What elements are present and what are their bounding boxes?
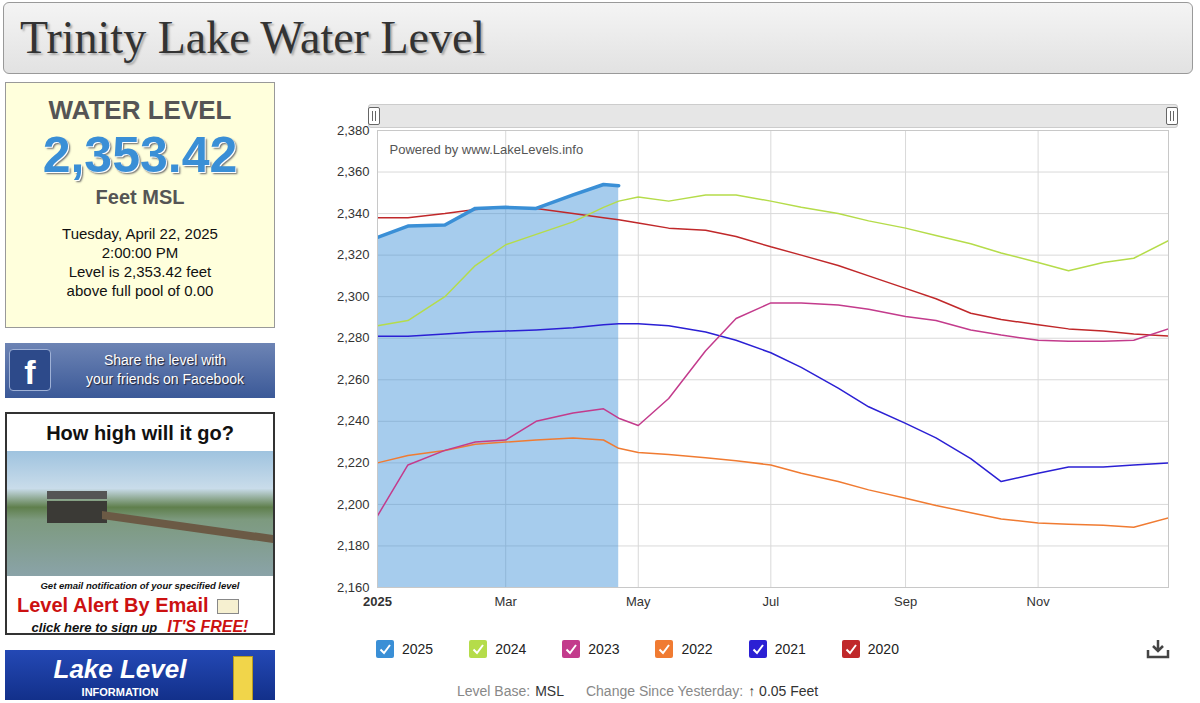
html-text:2,353.42: 2,353.42 (42, 127, 238, 183)
svg-text:2,300: 2,300 (337, 289, 370, 304)
svg-text:2,220: 2,220 (337, 455, 370, 470)
svg-text:2,360: 2,360 (337, 164, 370, 179)
html-text:Level is 2,353.42 feet: Level is 2,353.42 feet (68, 263, 212, 280)
html-text:your friends on Facebook: your friends on Facebook (86, 371, 244, 387)
html-text:2024: 2024 (495, 641, 527, 657)
svg-text:2,240: 2,240 (337, 413, 370, 428)
html-text:Trinity Lake Water Level: Trinity Lake Water Level (20, 12, 486, 63)
svg-text:Sep: Sep (894, 594, 917, 609)
html-text:Feet MSL: Feet MSL (95, 186, 185, 208)
html-text:How high will it go?: How high will it go? (46, 422, 234, 444)
html-text:Level Alert By Email: Level Alert By Email (17, 594, 209, 616)
html-text:IT'S FREE!: IT'S FREE! (167, 618, 249, 635)
html-text:2025: 2025 (402, 641, 434, 657)
html-text:Level Base: MSL: Level Base: MSL (457, 683, 564, 699)
svg-text:May: May (626, 594, 651, 609)
svg-text:2,340: 2,340 (337, 206, 370, 221)
html-text:INFORMATION: INFORMATION (81, 686, 159, 698)
svg-text:2,180: 2,180 (337, 538, 370, 553)
html-text:click here to sign up: click here to sign up (31, 620, 158, 635)
html-text:f: f (24, 353, 36, 391)
html-text:Change Since Yesterday: ↑ 0.05: Change Since Yesterday: ↑ 0.05 Feet (586, 683, 819, 699)
html-text:2:00:00 PM: 2:00:00 PM (101, 244, 179, 261)
svg-text:2,200: 2,200 (337, 497, 370, 512)
svg-text:2,260: 2,260 (337, 372, 370, 387)
svg-text:2,380: 2,380 (337, 123, 370, 138)
svg-text:2,160: 2,160 (337, 580, 370, 595)
html-text:2020: 2020 (867, 641, 899, 657)
svg-text:Jul: Jul (763, 594, 780, 609)
html-text:above full pool of 0.00: above full pool of 0.00 (66, 282, 214, 299)
svg-text:Mar: Mar (495, 594, 518, 609)
svg-text:2,280: 2,280 (337, 330, 370, 345)
svg-text:2025: 2025 (363, 594, 392, 609)
html-text:Share the level with: Share the level with (103, 352, 227, 368)
html-text:2022: 2022 (681, 641, 713, 657)
svg-text:2,320: 2,320 (337, 247, 370, 262)
html-text:Get email notification of your: Get email notification of your specified… (40, 580, 240, 591)
html-text:Lake Level: Lake Level (53, 654, 187, 684)
html-text:WATER LEVEL: WATER LEVEL (48, 95, 232, 125)
svg-text:Nov: Nov (1027, 594, 1051, 609)
html-text:2023: 2023 (588, 641, 620, 657)
html-text:Tuesday, April 22, 2025: Tuesday, April 22, 2025 (62, 225, 218, 242)
svg-text:Powered by www.LakeLevels.info: Powered by www.LakeLevels.info (390, 142, 584, 157)
html-text:2021: 2021 (774, 641, 806, 657)
